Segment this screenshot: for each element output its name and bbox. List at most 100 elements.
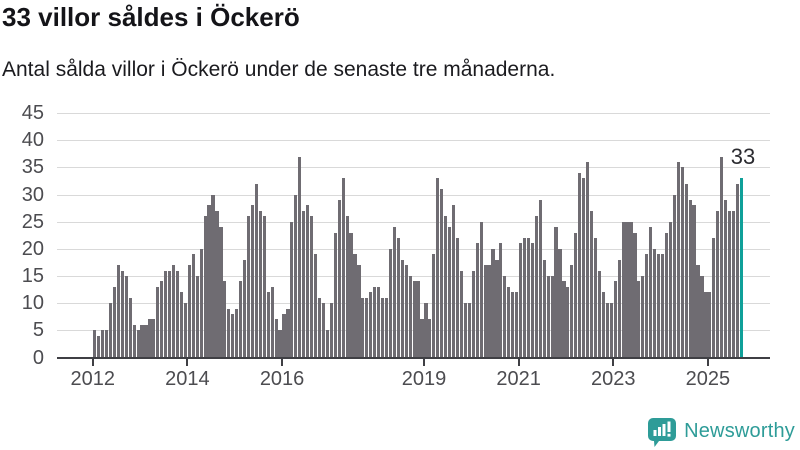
bar bbox=[467, 303, 471, 357]
x-axis-tick-label: 2023 bbox=[591, 368, 636, 390]
bar bbox=[239, 281, 243, 357]
bar bbox=[369, 292, 373, 357]
x-axis-tick-label: 2025 bbox=[685, 368, 731, 390]
bar bbox=[570, 265, 574, 357]
bar bbox=[116, 265, 120, 357]
y-gridline bbox=[57, 276, 770, 278]
bar bbox=[392, 227, 396, 357]
bar bbox=[688, 199, 692, 357]
bar bbox=[637, 281, 641, 357]
bar bbox=[668, 221, 672, 357]
bar bbox=[266, 292, 270, 357]
bar bbox=[377, 286, 381, 357]
bar bbox=[112, 286, 117, 357]
bar bbox=[333, 232, 337, 357]
bar bbox=[660, 254, 665, 357]
bar bbox=[246, 216, 251, 357]
bar bbox=[104, 330, 109, 357]
bar bbox=[124, 276, 128, 357]
bar bbox=[526, 237, 531, 357]
bar bbox=[720, 156, 724, 357]
x-axis-tick-label: 2019 bbox=[401, 368, 447, 390]
bar bbox=[487, 265, 491, 357]
y-axis-tick-label: 45 bbox=[21, 102, 44, 125]
bar bbox=[211, 194, 215, 357]
bar bbox=[282, 314, 286, 357]
bar bbox=[140, 324, 144, 357]
bar bbox=[546, 276, 550, 357]
last-value-label: 33 bbox=[730, 144, 756, 170]
bar bbox=[440, 189, 444, 357]
bar bbox=[483, 265, 487, 357]
y-axis-tick-label: 5 bbox=[32, 319, 44, 342]
bar bbox=[633, 232, 637, 357]
bar bbox=[735, 183, 740, 357]
bar bbox=[645, 254, 649, 357]
bar bbox=[696, 265, 700, 357]
bar bbox=[310, 216, 314, 357]
bar bbox=[455, 237, 460, 357]
bar bbox=[306, 205, 310, 357]
bar bbox=[231, 314, 235, 357]
x-axis-tick-label: 2014 bbox=[165, 368, 210, 390]
bar bbox=[258, 210, 262, 357]
bar bbox=[373, 286, 377, 357]
bar bbox=[558, 248, 562, 357]
bar bbox=[227, 308, 231, 357]
x-axis-tick-label: 2021 bbox=[496, 368, 541, 390]
bar bbox=[199, 248, 203, 357]
bar bbox=[195, 276, 199, 357]
bar bbox=[274, 319, 278, 357]
bar bbox=[605, 303, 609, 357]
bar bbox=[321, 303, 326, 357]
bar bbox=[207, 205, 211, 357]
y-axis-tick-label: 40 bbox=[21, 129, 44, 152]
newsworthy-wordmark: Newsworthy bbox=[684, 419, 795, 442]
bar bbox=[597, 270, 602, 357]
bar bbox=[290, 221, 294, 357]
x-axis-tick bbox=[706, 358, 709, 367]
y-axis-tick-label: 15 bbox=[21, 265, 44, 288]
bar bbox=[97, 335, 101, 357]
bar bbox=[629, 221, 633, 357]
bar bbox=[384, 297, 389, 357]
bar bbox=[341, 178, 345, 357]
bar bbox=[522, 237, 527, 357]
bar bbox=[388, 248, 393, 357]
bar bbox=[187, 265, 191, 357]
bar bbox=[215, 210, 219, 357]
bar bbox=[242, 259, 247, 357]
bar bbox=[471, 270, 475, 357]
bar bbox=[593, 237, 598, 357]
bar bbox=[444, 216, 448, 357]
bar bbox=[164, 270, 168, 357]
x-axis-tick bbox=[91, 358, 94, 367]
y-axis-tick-label: 0 bbox=[32, 346, 44, 369]
bar bbox=[495, 259, 499, 357]
x-axis-tick bbox=[612, 358, 615, 367]
bar bbox=[448, 227, 452, 357]
bar bbox=[357, 265, 361, 357]
bar bbox=[294, 194, 298, 357]
bar bbox=[175, 270, 180, 357]
bar bbox=[349, 232, 353, 357]
y-gridline bbox=[57, 140, 770, 142]
bar bbox=[530, 243, 534, 357]
bar bbox=[262, 216, 266, 357]
bar bbox=[400, 259, 404, 357]
bar bbox=[511, 292, 515, 357]
bar bbox=[144, 324, 148, 357]
bar bbox=[589, 210, 594, 357]
bar bbox=[93, 330, 97, 357]
bar bbox=[408, 276, 412, 357]
bar bbox=[270, 286, 274, 357]
bar bbox=[656, 254, 661, 357]
bar bbox=[566, 286, 570, 357]
bar bbox=[463, 303, 467, 357]
bar bbox=[313, 254, 318, 357]
x-axis-tick bbox=[517, 358, 520, 367]
bar bbox=[491, 248, 495, 357]
bar bbox=[609, 303, 613, 357]
bar bbox=[680, 167, 684, 357]
x-axis-tick bbox=[423, 358, 425, 367]
